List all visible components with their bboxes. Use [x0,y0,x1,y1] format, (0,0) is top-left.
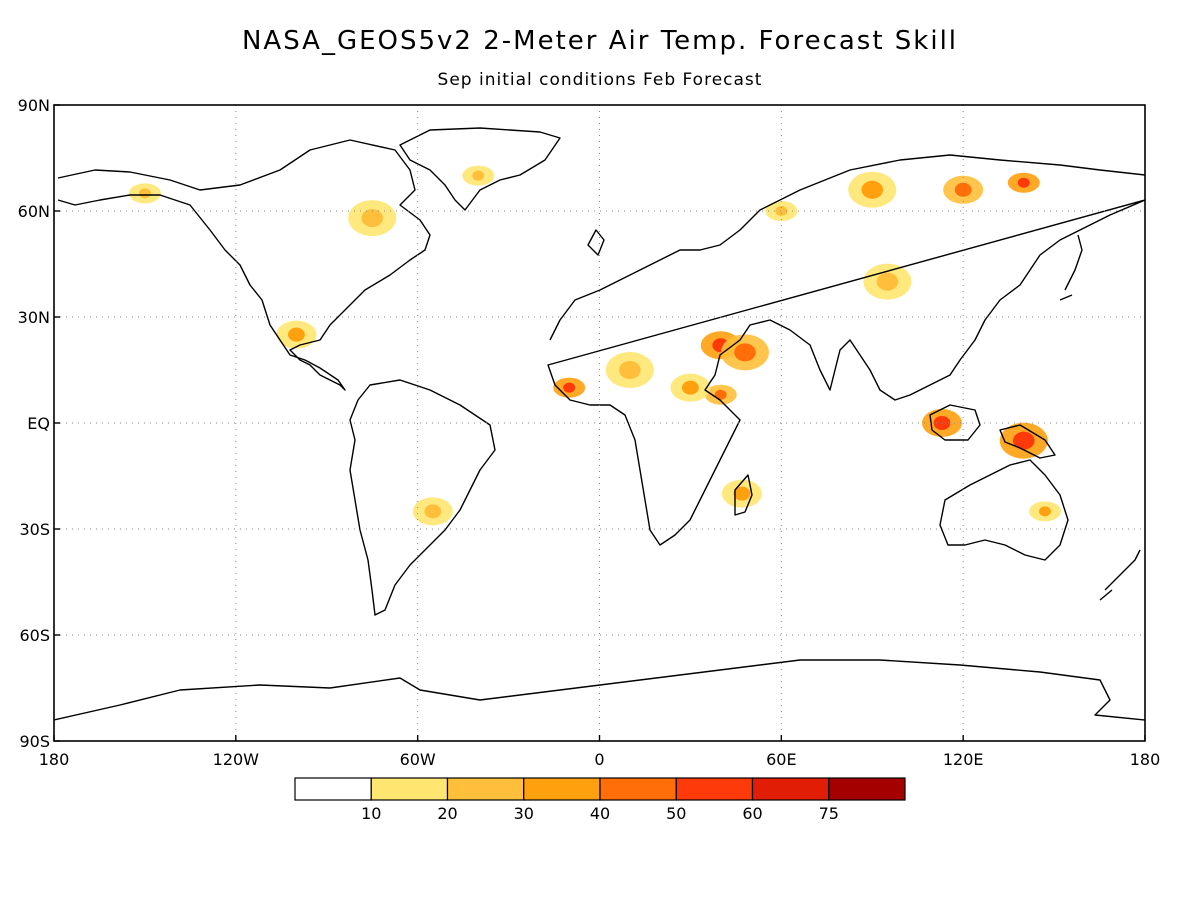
skill-core [1012,431,1035,450]
skill-core [734,343,756,362]
colorbar-label: 20 [437,804,457,823]
north-america-coast [57,139,431,391]
skill-core [288,327,305,342]
skill-core [861,180,884,199]
colorbar-swatch [599,777,677,801]
colorbar-label: 10 [361,804,381,823]
antarctica-land [54,660,1145,741]
skill-core [775,206,788,216]
north-america-land [58,140,430,390]
lat-tick-label: 30N [18,308,50,327]
colorbar-swatch [294,777,372,801]
south-america-coast [349,379,496,616]
skill-core [361,209,384,228]
lat-tick-label: 30S [19,520,50,539]
new-zealand-coast [1099,549,1141,601]
skill-core [1038,506,1051,517]
gridlines [54,105,1145,741]
colorbar-swatch [523,777,601,801]
lon-tick-label: 180 [39,750,70,769]
eurasia-africa-coast [547,154,1145,546]
skill-core [933,416,951,430]
skill-core [619,361,641,379]
eurasia-africa-land [548,155,1145,545]
skill-core [1017,177,1030,188]
skill-core [138,188,151,199]
skill-core [563,382,576,393]
skill-core [682,380,699,395]
colorbar-label: 40 [590,804,610,823]
uk-coast [587,229,605,256]
south-america-land [350,380,495,615]
colorbar-label: 75 [819,804,839,823]
madagascar-coast [734,474,753,516]
coastlines [54,127,1145,721]
colorbar-swatch [446,777,525,801]
skill-core [714,389,727,400]
lon-tick-label: 180 [1130,750,1161,769]
skill-core [876,272,899,291]
greenland-coast [399,127,561,211]
lat-tick-label: EQ [27,414,50,433]
land-fill [54,128,1145,741]
colorbar-swatch [675,777,754,801]
colorbar-label: 60 [742,804,762,823]
new-guinea-coast [999,424,1056,459]
japan-coast [1059,234,1083,301]
colorbar: 10 20 30 40 50 60 75 [294,777,906,823]
australia-coast [939,459,1069,561]
lat-tick-label: 90S [19,732,50,751]
lon-tick-label: 120E [943,750,984,769]
skill-core [424,504,442,519]
colorbar-swatch [828,777,906,801]
chart-title: NASA_GEOS5v2 2-Meter Air Temp. Forecast … [241,26,959,56]
australia-land [940,460,1068,560]
colorbar-label: 50 [666,804,686,823]
antarctica-coast [54,659,1145,721]
lon-tick-label: 0 [594,750,604,769]
lat-tick-label: 60N [18,202,50,221]
skill-core [733,486,751,501]
lon-tick-label: 60W [400,750,436,769]
lon-tick-label: 120W [213,750,260,769]
borneo-coast [929,404,981,441]
skill-core [472,170,485,181]
chart-subtitle: Sep initial conditions Feb Forecast [437,70,763,90]
skill-shading [128,165,1061,526]
colorbar-label: 30 [514,804,534,823]
colorbar-swatch [370,777,449,801]
colorbar-swatch [751,777,830,801]
lon-tick-label: 60E [766,750,796,769]
lat-tick-label: 90N [18,96,50,115]
lat-tick-label: 60S [19,626,50,645]
